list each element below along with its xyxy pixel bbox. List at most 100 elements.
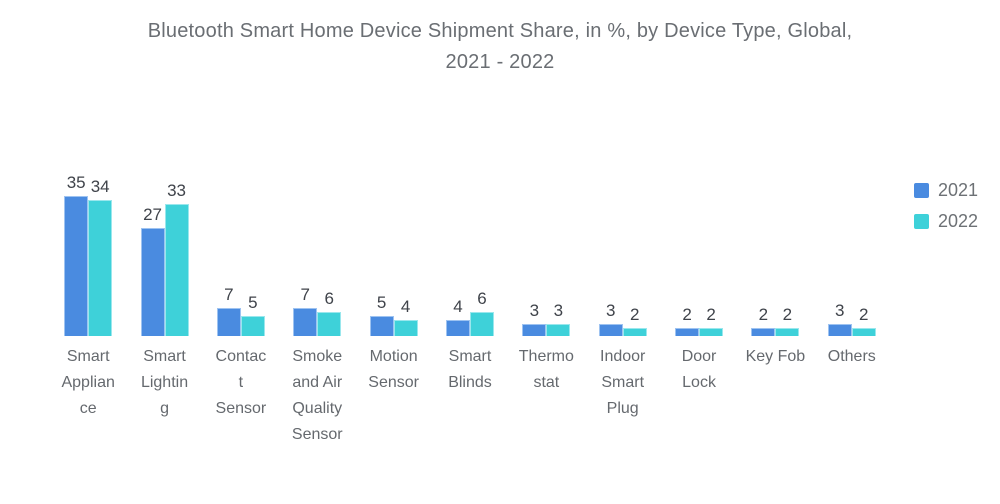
category-label: Thermo stat [508,344,584,448]
value-label: 6 [324,289,334,309]
category-label: Smart Lightin g [126,344,202,448]
value-label: 6 [477,289,487,309]
bar-2022 [699,328,724,336]
bar-column: 2 [699,306,724,336]
category-label-line: Lightin [140,373,189,391]
category-label-line: Plug [606,399,639,417]
category-label: Motion Sensor [355,344,431,448]
category-label-line: t [238,373,244,391]
value-label: 5 [376,293,387,313]
legend-swatch-icon [913,214,929,229]
bar-column: 5 [369,293,394,336]
bar-column: 7 [216,285,241,336]
legend-label: 2021 [937,180,978,200]
category-label-line: Indoor [600,348,646,365]
bar-column: 2 [775,305,800,336]
value-label: 33 [167,181,186,201]
category-label: Indoor Smart Plug [585,344,661,448]
value-label: 2 [859,305,869,325]
bar-column: 6 [317,289,342,336]
bar-2022 [469,312,494,336]
value-label: 2 [629,305,640,325]
category-label: Smoke and Air Quality Sensor [279,344,355,448]
bar-column: 3 [827,302,852,336]
category-label-line: Blinds [448,373,492,391]
category-label-line: Contac [215,348,267,365]
category-label-line: Others [827,348,876,365]
bar-2021 [216,308,241,336]
page-title: Bluetooth Smart Home Device Shipment Sha… [0,16,1000,78]
bar-column: 2 [622,305,647,336]
bar-column: 34 [88,177,113,336]
chart-title-line-2: 2021 - 2022 [445,51,555,73]
category-label-line: Key Fob [745,348,806,365]
bar-chart: 35 34 27 33 7 5 7 6 5 4 4 6 3 3 3 2 2 2 2 2 3 2 Smart Applian c… [0,78,1000,498]
value-label: 5 [248,293,258,313]
category-label: Smart Applian ce [50,344,126,448]
value-label: 34 [90,177,110,197]
category-label: Smart Blinds [432,344,508,448]
value-label: 4 [400,297,411,317]
bar-column: 4 [445,297,470,336]
bar-column: 7 [293,285,318,336]
category-label-line: Quality [292,399,343,417]
legend-swatch-icon [913,183,929,198]
category-label-line: Sensor [215,399,267,417]
bar-column: 6 [469,289,494,336]
category-label-line: Applian [61,373,115,391]
category-label-line: Door [681,348,717,365]
bar-column: 2 [851,305,876,336]
bar-column: 2 [751,306,776,336]
category-label: Door Lock [661,344,737,448]
category-label-line: and Air [292,373,343,391]
category-label-line: Sensor [291,425,343,443]
bar-2022 [393,320,418,336]
chart-title-line-1: Bluetooth Smart Home Device Shipment Sha… [147,20,853,42]
bars-row: 35 34 27 33 7 5 7 6 5 4 4 6 3 3 3 2 2 2 2 2 3 2 [50,161,890,336]
value-label: 7 [300,285,310,305]
bar-2022 [546,324,571,336]
bar-column: 3 [598,301,623,336]
bar-2022 [622,328,647,336]
category-label-line: Smart [66,348,110,365]
bar-2022 [317,312,342,336]
category-label-line: Sensor [368,373,419,391]
bar-column: 27 [140,206,165,336]
bar-column: 35 [64,173,89,336]
value-label: 3 [605,301,616,321]
legend-item-2022: 2022 [913,211,978,232]
bar-2021 [522,324,547,336]
bar-2022 [851,328,876,336]
bar-2021 [827,324,852,336]
category-label-line: Smart [143,348,186,365]
value-label: 3 [529,301,540,321]
category-label: Others [814,344,890,448]
bar-column: 5 [240,293,265,336]
value-label: 4 [453,297,463,317]
bar-group: 27 33 [126,161,202,336]
category-label-line: Smart [601,373,645,391]
bar-2021 [293,308,318,336]
value-label: 7 [224,285,234,305]
bar-2021 [140,228,165,336]
bar-column: 4 [393,297,418,336]
category-label-line: ce [79,399,97,417]
category-label-line: Motion [369,348,418,365]
bar-2021 [598,324,623,336]
value-label: 2 [682,305,692,325]
value-label: 35 [66,173,86,193]
bar-2022 [88,200,113,336]
bar-2022 [240,316,265,336]
category-label-line: Smoke [292,348,343,365]
bar-2021 [675,328,700,336]
value-label: 2 [782,305,793,325]
bar-2021 [751,328,776,336]
